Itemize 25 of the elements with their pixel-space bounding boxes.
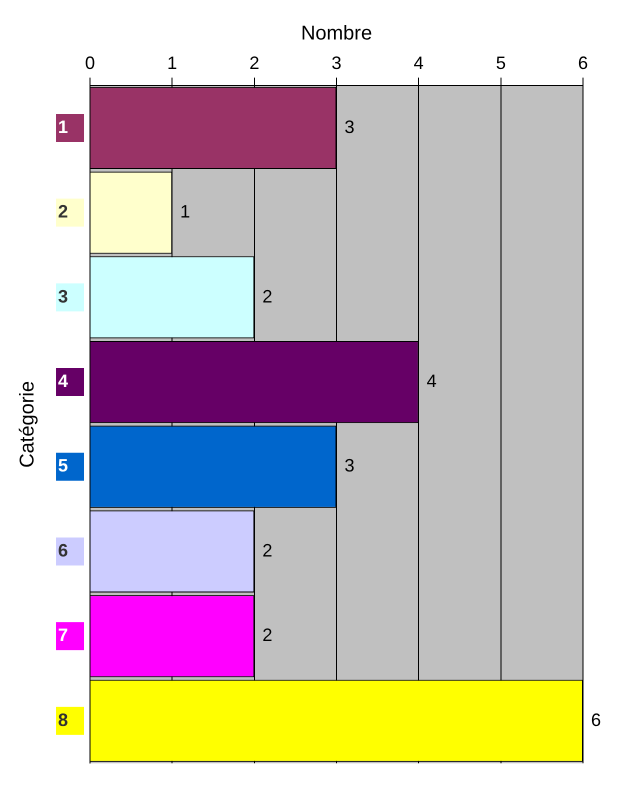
y-tick-label: 8 [58, 710, 68, 730]
y-tick-label: 2 [58, 202, 68, 222]
y-axis-title: Catégorie [16, 381, 39, 468]
x-tick-label: 3 [332, 52, 342, 73]
data-label: 2 [262, 286, 272, 306]
y-tick-label: 4 [58, 371, 68, 392]
data-label: 3 [344, 456, 355, 476]
data-label: 1 [180, 202, 190, 222]
data-label: 4 [426, 371, 437, 392]
y-tick-label: 5 [58, 456, 68, 476]
x-tick-label: 0 [85, 52, 96, 73]
y-tick-label: 6 [58, 540, 68, 560]
data-label: 2 [262, 625, 272, 646]
data-label: 3 [344, 116, 355, 137]
y-tick-label: 3 [58, 286, 68, 306]
y-tick-label: 7 [58, 625, 68, 646]
data-label: 2 [262, 540, 272, 560]
x-tick-label: 1 [167, 52, 178, 73]
x-tick-label: 2 [249, 52, 260, 73]
x-axis-title: Nombre [300, 22, 372, 45]
y-tick-label: 1 [58, 116, 68, 137]
x-tick-label: 6 [578, 52, 588, 73]
x-tick-label: 4 [414, 52, 424, 73]
data-label: 6 [591, 710, 602, 730]
x-tick-label: 5 [496, 52, 506, 73]
